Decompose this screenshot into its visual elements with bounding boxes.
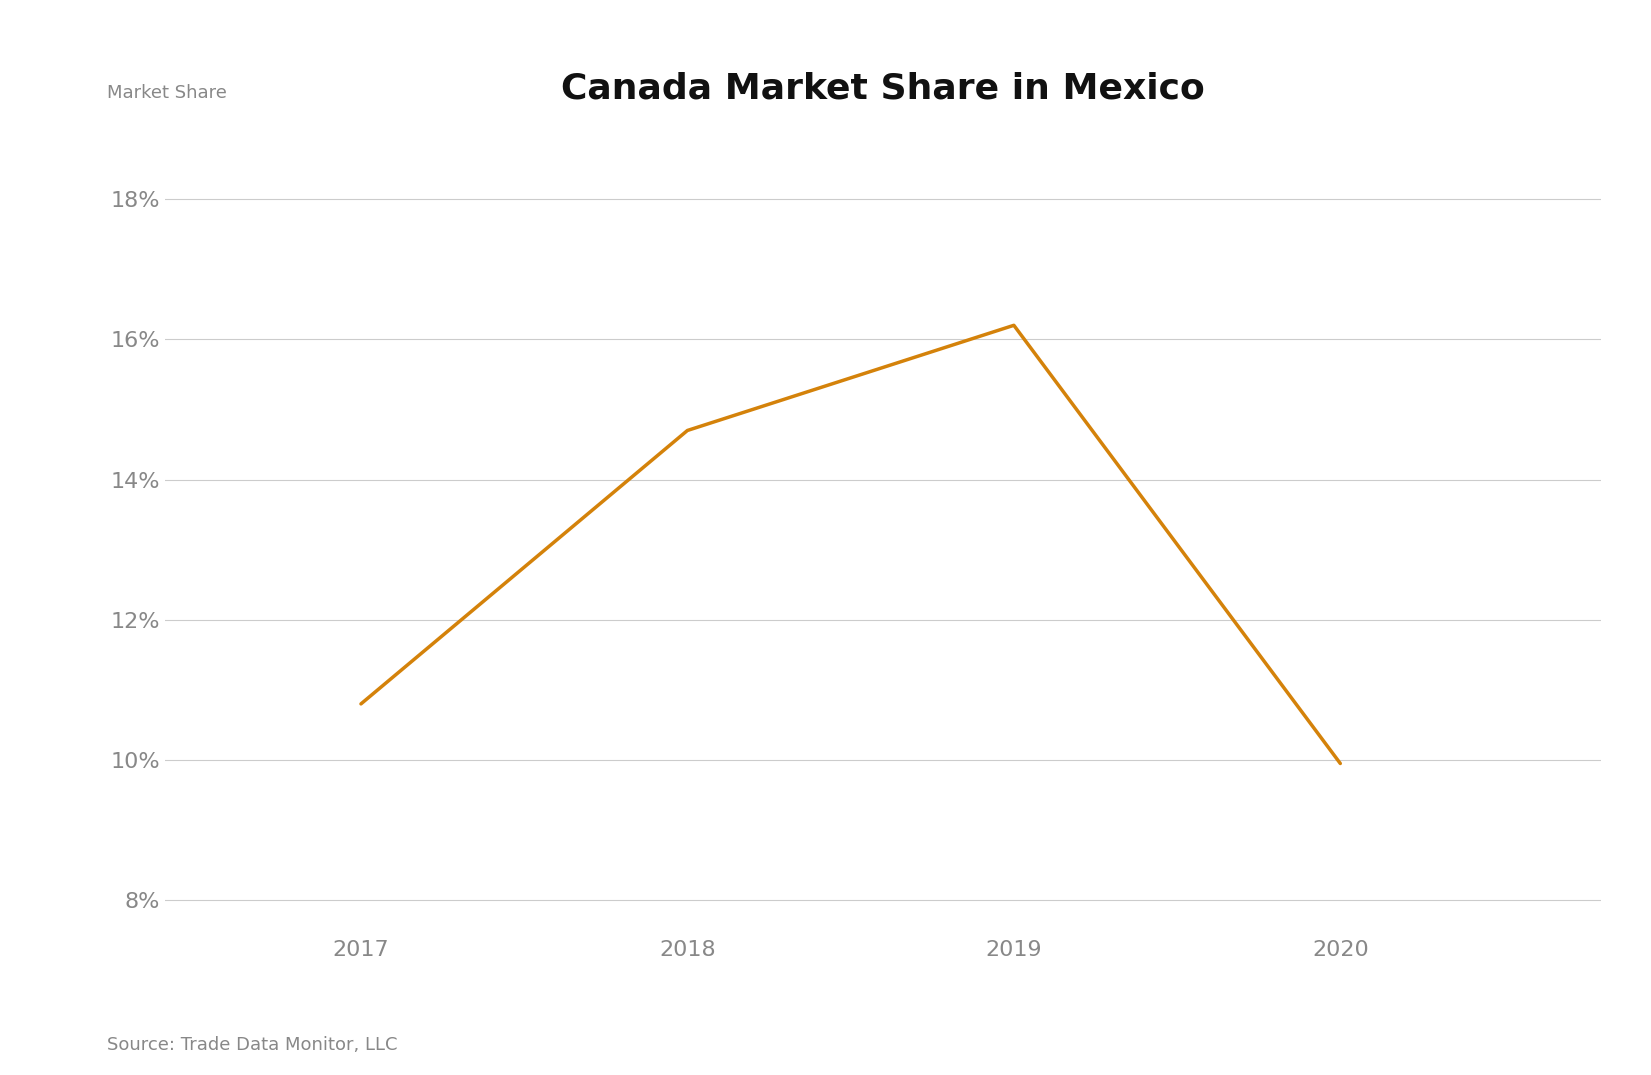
Text: Market Share: Market Share — [107, 84, 228, 102]
Title: Canada Market Share in Mexico: Canada Market Share in Mexico — [561, 71, 1205, 105]
Text: Source: Trade Data Monitor, LLC: Source: Trade Data Monitor, LLC — [107, 1035, 398, 1054]
